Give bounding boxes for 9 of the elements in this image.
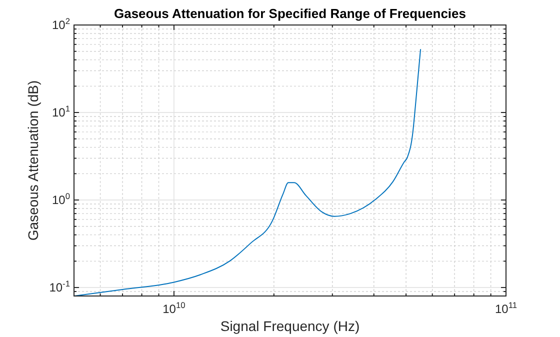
x-tick-label: 10$^{10}$: [162, 300, 186, 316]
y-axis-title: Gaseous Attenuation (dB): [25, 80, 41, 241]
y-tick-label: 10$^{2}$: [52, 16, 70, 32]
chart-title: Gaseous Attenuation for Specified Range of Frequencies: [114, 6, 466, 21]
x-axis-title: Signal Frequency (Hz): [220, 318, 360, 334]
x-tick-label: 10$^{11}$: [494, 300, 518, 316]
y-tick-label: 10$^{-1}$: [49, 278, 70, 295]
y-tick-label: 10$^{0}$: [52, 191, 70, 208]
y-tick-label: 10$^{1}$: [52, 104, 70, 120]
